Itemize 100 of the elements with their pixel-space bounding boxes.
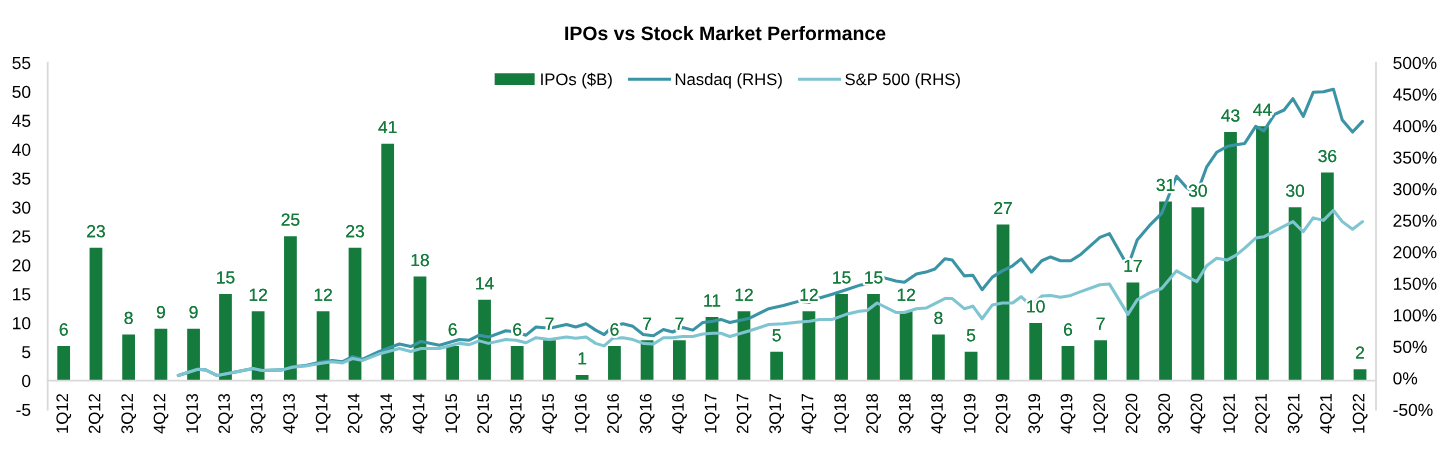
y2-tick-label: 150% <box>1393 277 1437 290</box>
bar <box>543 340 556 381</box>
data-label: 15 <box>833 271 851 284</box>
data-label: 6 <box>59 323 68 336</box>
data-label: 6 <box>1064 323 1073 336</box>
bar <box>1320 172 1334 381</box>
legend-label: S&P 500 (RHS) <box>845 72 960 89</box>
y2-tick-label: 400% <box>1393 119 1437 133</box>
bar <box>1224 132 1237 381</box>
data-label: 12 <box>249 288 267 301</box>
bar <box>932 334 945 381</box>
data-label: 12 <box>314 288 332 301</box>
y2-tick-label: 0% <box>1393 372 1418 385</box>
data-label: 10 <box>1027 300 1045 313</box>
data-label: 9 <box>156 305 165 319</box>
y2-tick-label: 100% <box>1393 309 1437 322</box>
data-label: 1 <box>578 352 587 365</box>
data-label: 7 <box>643 317 652 330</box>
x-tick-label: 3Q12 <box>121 394 137 434</box>
x-tick-label: 3Q17 <box>769 394 785 434</box>
y2-tick-label: 450% <box>1393 88 1437 101</box>
x-tick-label: 2Q20 <box>1125 393 1141 434</box>
data-label: 17 <box>1124 259 1142 272</box>
y2-tick-label: 500% <box>1393 56 1437 70</box>
x-tick-label: 3Q18 <box>898 393 914 434</box>
data-label: 12 <box>735 288 753 301</box>
x-tick-label: 2Q19 <box>995 393 1011 434</box>
y2-tick-label: 50% <box>1393 340 1427 353</box>
bar <box>835 293 848 381</box>
bar <box>348 247 362 381</box>
y-tick-label: 45 <box>12 114 31 127</box>
x-tick-label: 1Q14 <box>315 393 331 433</box>
bar <box>284 236 297 381</box>
bar <box>1061 346 1075 381</box>
bar <box>1094 340 1107 381</box>
x-tick-label: 1Q16 <box>574 393 590 433</box>
y2-tick-label: 300% <box>1393 183 1437 196</box>
bar <box>1256 126 1269 381</box>
bar <box>478 299 491 381</box>
x-tick-label: 4Q15 <box>542 393 557 434</box>
x-tick-label: 1Q21 <box>1223 394 1238 433</box>
data-label: 7 <box>675 317 684 330</box>
x-tick-label: 1Q15 <box>445 393 461 433</box>
data-label: 12 <box>897 288 915 301</box>
x-tick-label: 3Q19 <box>1028 393 1044 434</box>
x-tick-label: 1Q13 <box>186 393 202 433</box>
y-tick-label: 35 <box>12 172 31 185</box>
x-tick-label: 2Q18 <box>866 393 881 434</box>
data-label: 41 <box>378 121 397 134</box>
data-label: 15 <box>217 271 235 284</box>
data-label: 5 <box>966 329 976 342</box>
bar <box>1191 207 1205 381</box>
bar <box>899 311 913 381</box>
x-tick-label: 4Q14 <box>412 393 428 434</box>
data-label: 2 <box>1356 346 1364 359</box>
data-label: 7 <box>1096 317 1105 330</box>
bar <box>57 346 71 381</box>
y-tick-label: 15 <box>13 288 31 301</box>
data-label: 30 <box>1286 184 1305 197</box>
y2-tick-label: 250% <box>1393 214 1437 227</box>
x-tick-label: 4Q20 <box>1190 393 1206 434</box>
x-tick-label: 4Q18 <box>931 393 946 434</box>
bar <box>964 351 978 381</box>
bar <box>187 328 200 381</box>
data-label: 23 <box>346 225 364 238</box>
chart-title: IPOs vs Stock Market Performance <box>565 25 886 41</box>
y-tick-label: 5 <box>22 346 31 359</box>
x-tick-label: 4Q13 <box>283 393 298 434</box>
x-tick-label: 2Q13 <box>218 393 233 434</box>
data-label: 18 <box>411 253 429 267</box>
y-tick-label: 0 <box>22 374 31 388</box>
bar <box>122 334 135 381</box>
y-tick-label: 10 <box>13 317 31 330</box>
data-label: 6 <box>610 323 619 336</box>
x-tick-label: 4Q16 <box>672 393 687 434</box>
y-tick-label: 25 <box>12 230 31 243</box>
x-tick-label: 4Q21 <box>1320 394 1335 434</box>
data-label: 43 <box>1221 109 1240 122</box>
legend-label: IPOs ($B) <box>541 72 612 89</box>
y2-tick-label: 200% <box>1393 246 1437 259</box>
data-label: 5 <box>772 329 781 342</box>
data-label: 27 <box>994 201 1012 215</box>
x-tick-label: 3Q15 <box>509 393 525 434</box>
x-tick-label: 3Q20 <box>1158 393 1174 434</box>
y-tick-label: -5 <box>16 403 31 417</box>
x-tick-label: 1Q20 <box>1093 393 1109 433</box>
y-tick-label: 55 <box>12 57 31 70</box>
x-tick-label: 3Q21 <box>1287 394 1303 434</box>
data-label: 8 <box>124 311 133 325</box>
y-tick-label: 20 <box>12 259 31 272</box>
x-tick-label: 2Q16 <box>607 393 622 434</box>
bar <box>446 346 459 381</box>
y-tick-label: 40 <box>12 143 31 156</box>
y-tick-label: 50 <box>12 85 31 99</box>
x-tick-label: 2Q17 <box>736 394 752 434</box>
bar <box>770 351 783 381</box>
legend-label: Nasdaq (RHS) <box>675 72 782 89</box>
x-tick-label: 2Q21 <box>1255 394 1270 434</box>
bar <box>154 328 168 381</box>
bar <box>672 340 686 381</box>
